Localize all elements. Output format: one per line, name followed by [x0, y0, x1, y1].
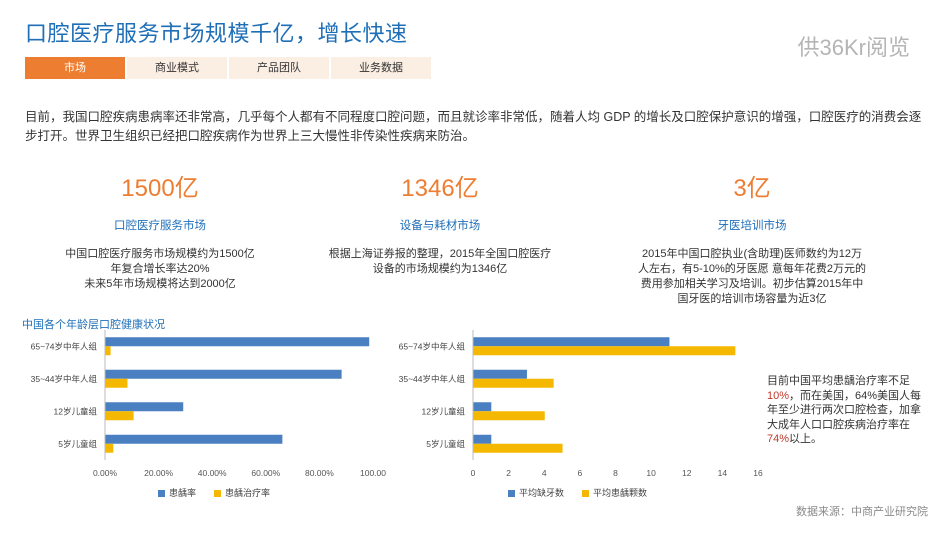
category-label: 5岁儿童组 [58, 439, 97, 449]
bar-yellow [473, 443, 563, 453]
stat-label: 设备与耗材市场 [399, 220, 481, 232]
category-label: 35~44岁中年人组 [399, 374, 466, 384]
bar-yellow [473, 346, 736, 356]
x-tick-label: 6 [578, 468, 583, 478]
x-tick-label: 100.00 [360, 468, 386, 478]
bar-blue [473, 402, 492, 412]
x-tick-label: 20.00% [144, 468, 173, 478]
stat-label: 口腔医疗服务市场 [114, 220, 206, 232]
stat-equipment: 1346亿 设备与耗材市场 根据上海证券报的整理，2015年全国口腔医疗 设备的… [310, 168, 570, 277]
stat-description: 中国口腔医疗服务市场规模约为1500亿 年复合增长率达20% 未来5年市场规模将… [65, 248, 255, 290]
bar-blue [105, 337, 370, 347]
legend-swatch [508, 490, 515, 497]
page-title: 口腔医疗服务市场规模千亿，增长快速 [25, 21, 408, 46]
bar-blue [473, 369, 527, 379]
legend-swatch [158, 490, 165, 497]
x-tick-label: 10 [646, 468, 656, 478]
intro-paragraph: 目前，我国口腔疾病患病率还非常高，几乎每个人都有不同程度口腔问题，而且就诊率非常… [25, 110, 922, 143]
x-tick-label: 14 [718, 468, 728, 478]
treatment-rate-note: 目前中国平均患龋治疗率不足 10%，而在美国，64%美国人每年至少进行两次口腔检查… [767, 374, 929, 447]
x-tick-label: 8 [613, 468, 618, 478]
note-text: 以上。 [789, 433, 823, 445]
stat-description: 2015年中国口腔执业(含助理)医师数约为12万 人左右，有5-10%的牙医愿 … [638, 248, 866, 305]
note-highlight: 10% [767, 389, 790, 402]
category-label: 12岁儿童组 [54, 406, 98, 416]
chart-section-title: 中国各个年龄层口腔健康状况 [22, 319, 165, 331]
stat-label: 牙医培训市场 [717, 220, 787, 232]
legend-label: 平均患龋颗数 [593, 487, 647, 498]
missing-teeth-chart: 0 2 4 6 8 10 12 14 16 65~74岁中年人组 35~44岁中年人组 12岁儿童组 5… [399, 330, 763, 498]
stat-dental-service: 1500亿 口腔医疗服务市场 中国口腔医疗服务市场规模约为1500亿 年复合增长… [30, 168, 290, 292]
note-highlight: 74% [767, 433, 790, 445]
x-tick-label: 16 [753, 468, 763, 478]
watermark: 供36Kr阅览 [797, 35, 910, 60]
bar-yellow [105, 411, 134, 421]
tab-business-model[interactable]: 商业模式 [127, 57, 227, 79]
category-label: 35~44岁中年人组 [31, 374, 98, 384]
stat-value: 1346亿 [401, 175, 479, 202]
x-tick-label: 4 [542, 468, 547, 478]
stat-value: 3亿 [733, 175, 771, 202]
note-text: ，而在美国，64%美国人每年至少进行两次口腔检查，加拿大成年人口口腔疾病治疗率在 [767, 389, 922, 431]
bar-blue [105, 369, 342, 379]
data-source: 数据来源：中商产业研究院 [796, 506, 928, 518]
bar-blue [473, 337, 670, 347]
caries-rate-chart: 0.00% 20.00% 40.00% 60.00% 80.00% 100.00 65~74… [31, 330, 386, 498]
x-tick-label: 60.00% [251, 468, 280, 478]
x-tick-label: 0 [471, 468, 476, 478]
bar-yellow [473, 378, 554, 388]
tab-market[interactable]: 市场 [25, 57, 125, 79]
bar-yellow [105, 443, 114, 453]
bar-blue [105, 434, 283, 444]
category-label: 65~74岁中年人组 [31, 341, 98, 351]
bar-yellow [105, 378, 128, 388]
category-label: 5岁儿童组 [426, 439, 465, 449]
legend-swatch [214, 490, 221, 497]
bar-blue [105, 402, 184, 412]
stat-description: 根据上海证券报的整理，2015年全国口腔医疗 设备的市场规模约为1346亿 [328, 248, 552, 275]
x-tick-label: 2 [506, 468, 511, 478]
x-tick-label: 40.00% [198, 468, 227, 478]
category-label: 12岁儿童组 [422, 406, 466, 416]
bar-yellow [105, 346, 111, 356]
legend-label: 平均缺牙数 [519, 487, 564, 498]
legend-swatch [582, 490, 589, 497]
stat-value: 1500亿 [121, 175, 199, 202]
tab-business-data[interactable]: 业务数据 [331, 57, 431, 79]
note-text: 目前中国平均患龋治疗率不足 [767, 375, 910, 387]
legend-label: 患龋治疗率 [225, 487, 270, 498]
tab-product-team[interactable]: 产品团队 [229, 57, 329, 79]
x-tick-label: 80.00% [305, 468, 334, 478]
stat-training: 3亿 牙医培训市场 2015年中国口腔执业(含助理)医师数约为12万 人左右，有… [622, 168, 882, 307]
x-tick-label: 12 [682, 468, 692, 478]
bar-yellow [473, 411, 545, 421]
legend-label: 患龋率 [169, 487, 196, 498]
tab-bar: 市场 商业模式 产品团队 业务数据 [25, 57, 431, 79]
category-label: 65~74岁中年人组 [399, 341, 466, 351]
bar-blue [473, 434, 492, 444]
x-tick-label: 0.00% [93, 468, 118, 478]
